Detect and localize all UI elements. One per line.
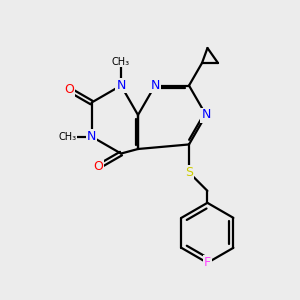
Text: O: O <box>94 160 103 173</box>
Text: N: N <box>116 79 126 92</box>
Text: N: N <box>87 130 96 143</box>
Text: N: N <box>201 109 211 122</box>
Text: CH₃: CH₃ <box>58 132 76 142</box>
Text: O: O <box>64 83 74 96</box>
Text: N: N <box>150 79 160 92</box>
Text: F: F <box>204 256 211 269</box>
Text: S: S <box>185 166 193 179</box>
Text: CH₃: CH₃ <box>112 57 130 67</box>
